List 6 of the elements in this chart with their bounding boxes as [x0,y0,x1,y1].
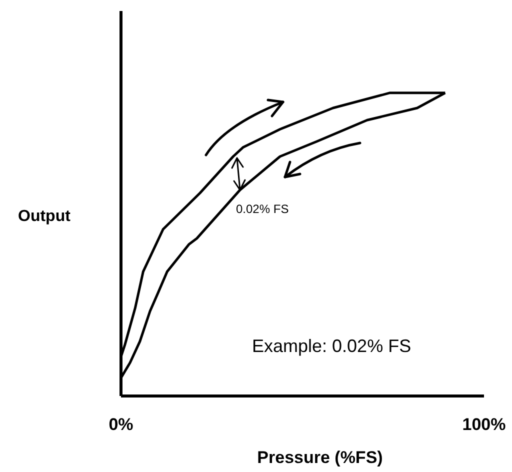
annotation: Example: 0.02% FS [252,336,412,357]
x-tick-label: 0% [108,415,134,434]
annotation: 0.02% FS [236,202,289,216]
x-axis-title: Pressure (%FS) [256,448,384,468]
y-axis-title: Output [18,208,70,226]
x-tick-label: 100% [462,415,506,434]
